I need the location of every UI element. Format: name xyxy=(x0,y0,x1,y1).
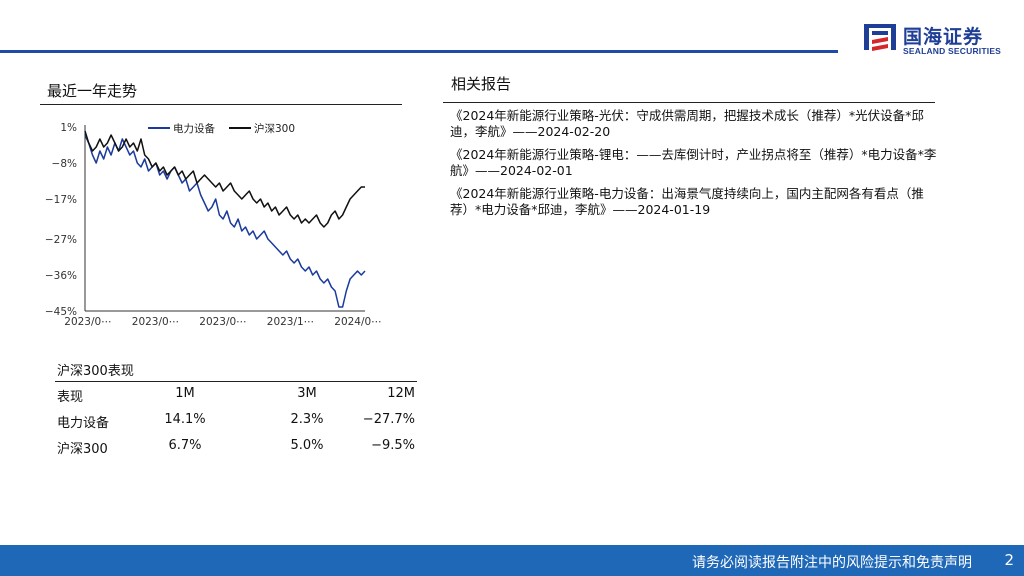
y-tick-label: −27% xyxy=(45,234,77,246)
table-header-cell: 3M xyxy=(297,386,317,401)
legend-label: 沪深300 xyxy=(254,122,295,135)
table-header-cell: 12M xyxy=(387,386,415,401)
brand-logo: 国海证券 SEALAND SECURITIES xyxy=(862,20,1012,60)
y-tick-label: −17% xyxy=(45,194,77,206)
disclaimer-text: 请务必阅读报告附注中的风险提示和免责声明 xyxy=(692,555,972,571)
trend-line-chart: 1%−8%−17%−27%−36%−45%2023/0⋯ 2023/0⋯ 2023/… xyxy=(45,122,382,328)
legend-label: 电力设备 xyxy=(173,122,215,135)
page-number: 2 xyxy=(1004,551,1014,569)
table-cell-name: 沪深300 xyxy=(57,442,108,457)
x-tick-label: 2023/0⋯ xyxy=(132,316,179,328)
y-tick-label: 1% xyxy=(60,122,77,134)
table-cell-1m: 6.7% xyxy=(168,438,202,453)
report-link[interactable]: 《2024年新能源行业策略-锂电：——去库倒计时，产业拐点将至（推荐）*电力设备… xyxy=(450,147,937,178)
table-cell-12m: −9.5% xyxy=(371,438,415,453)
table-cell-1m: 14.1% xyxy=(164,412,206,427)
y-tick-label: −8% xyxy=(52,158,77,170)
related-report-list: 《2024年新能源行业策略-光伏：守成供需周期，把握技术成长（推荐）*光伏设备*… xyxy=(450,108,940,225)
trend-section-title: 最近一年走势 xyxy=(47,82,138,100)
report-link[interactable]: 《2024年新能源行业策略-光伏：守成供需周期，把握技术成长（推荐）*光伏设备*… xyxy=(450,108,924,139)
table-header-cell: 1M xyxy=(175,386,195,401)
table-cell-3m: 2.3% xyxy=(290,412,324,427)
table-row: 电力设备 14.1% 2.3% −27.7% xyxy=(55,408,417,434)
table-cell-12m: −27.7% xyxy=(362,412,415,427)
logo-english-name: SEALAND SECURITIES xyxy=(903,46,1002,56)
series-line xyxy=(84,134,366,308)
x-tick-label: 2024/0⋯ xyxy=(334,316,381,328)
trend-section-rule xyxy=(40,104,402,105)
table-cell-name: 电力设备 xyxy=(57,416,110,431)
y-tick-label: −45% xyxy=(45,306,77,318)
report-link[interactable]: 《2024年新能源行业策略-电力设备：出海景气度持续向上，国内主配网各有看点（推… xyxy=(450,186,924,217)
performance-table: 表现 1M 3M 12M 电力设备 14.1% 2.3% −27.7% 沪深30… xyxy=(55,382,417,460)
table-cell-3m: 5.0% xyxy=(290,438,324,453)
x-tick-label: 2023/1⋯ xyxy=(267,316,314,328)
logo-chinese-name: 国海证券 xyxy=(903,26,984,48)
y-tick-label: −36% xyxy=(45,270,77,282)
table-header-row: 表现 1M 3M 12M xyxy=(55,382,417,408)
table-caption: 沪深300表现 xyxy=(57,364,134,379)
table-top-rule xyxy=(55,381,417,382)
header-rule xyxy=(0,50,838,53)
table-header-cell: 表现 xyxy=(57,390,84,405)
x-tick-label: 2023/0⋯ xyxy=(199,316,246,328)
related-section-title: 相关报告 xyxy=(451,75,512,93)
footer-bar: 请务必阅读报告附注中的风险提示和免责声明 2 xyxy=(0,545,1024,576)
table-row: 沪深300 6.7% 5.0% −9.5% xyxy=(55,434,417,460)
related-section-rule xyxy=(443,102,935,103)
series-line xyxy=(84,130,365,228)
sealand-logo-icon xyxy=(864,24,896,51)
x-tick-label: 2023/0⋯ xyxy=(64,316,111,328)
